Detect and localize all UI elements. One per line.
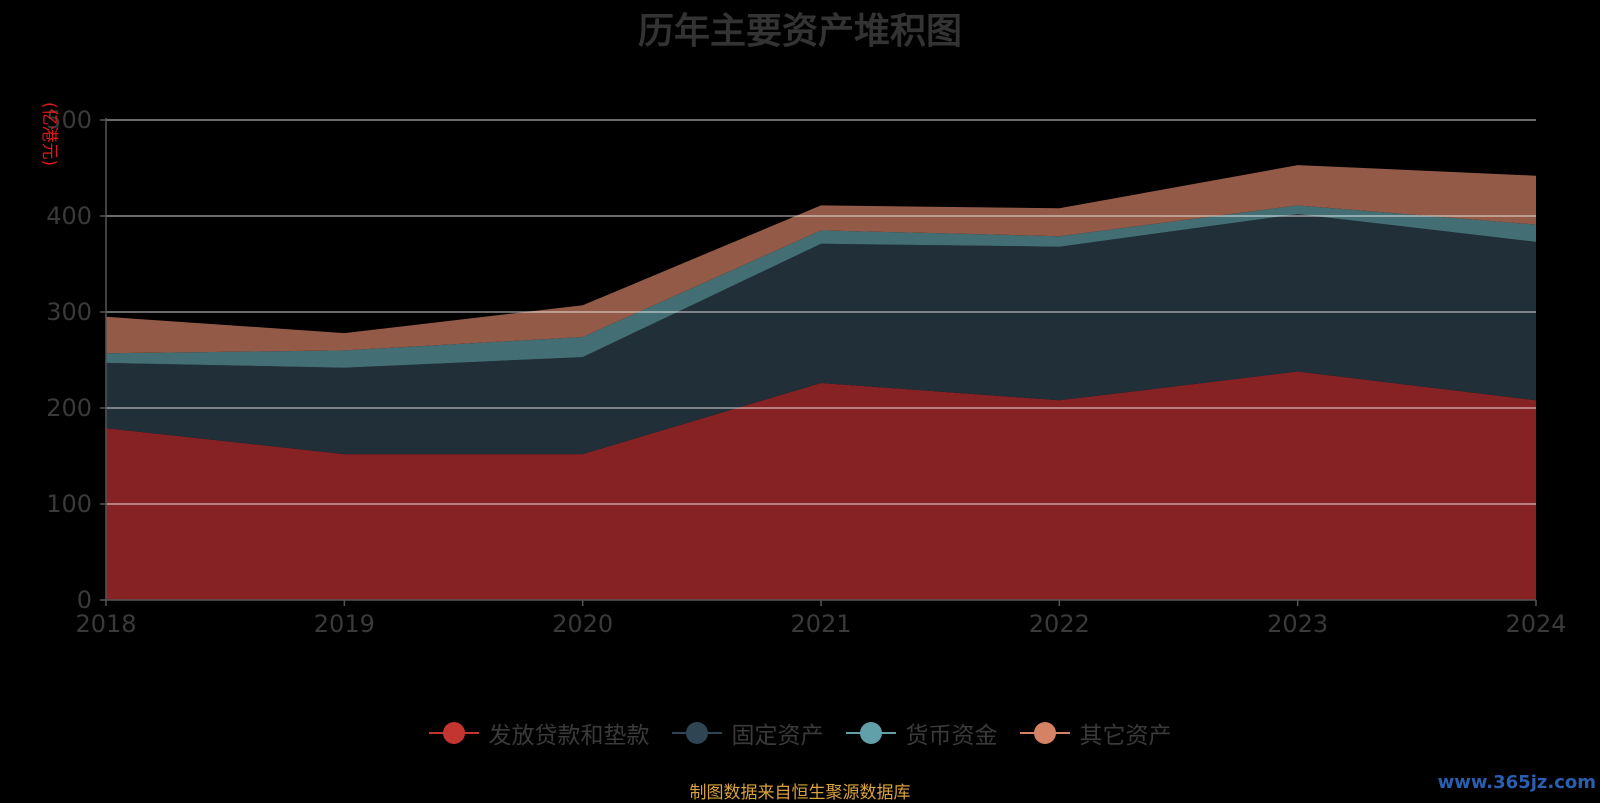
legend-marker-icon: [1019, 721, 1070, 745]
legend-item-2[interactable]: 货币资金: [845, 716, 998, 750]
legend-marker-icon: [428, 721, 479, 745]
watermark: www.365jz.com: [1437, 772, 1596, 793]
source-note: 制图数据来自恒生聚源数据库: [689, 783, 911, 803]
legend-item-0[interactable]: 发放贷款和垫款: [428, 716, 650, 750]
y-tick-label-0: 0: [77, 586, 92, 614]
area-series-2: [106, 205, 1536, 368]
y-tick-label-4: 400: [46, 202, 92, 230]
legend-label: 货币资金: [905, 723, 998, 749]
legend-marker-icon: [845, 721, 896, 745]
area-series-1: [106, 214, 1536, 455]
legend-item-1[interactable]: 固定资产: [671, 716, 824, 750]
x-tick-label-0: 2018: [75, 610, 136, 638]
x-tick-label-4: 2022: [1029, 610, 1090, 638]
y-unit-label: (亿港元): [39, 102, 59, 166]
x-tick-label-3: 2021: [790, 610, 851, 638]
legend-label: 其它资产: [1079, 723, 1172, 749]
y-tick-label-2: 200: [46, 394, 92, 422]
x-tick-label-2: 2020: [552, 610, 613, 638]
legend-item-3[interactable]: 其它资产: [1019, 716, 1172, 750]
area-series-3: [106, 165, 1536, 354]
chart-title: 历年主要资产堆积图: [637, 11, 962, 52]
legend-marker-icon: [671, 721, 722, 745]
x-tick-label-6: 2024: [1505, 610, 1566, 638]
y-tick-label-1: 100: [46, 490, 92, 518]
y-tick-label-5: 500: [46, 106, 92, 134]
x-tick-label-1: 2019: [314, 610, 375, 638]
area-layers: [106, 165, 1536, 600]
axes: 0 100 200 300 400 500 2018 2019 2020 2021 2022 2023…: [46, 106, 1566, 638]
legend-label: 固定资产: [731, 723, 824, 749]
grid-lines: [106, 119, 1536, 505]
legend-label: 发放贷款和垫款: [488, 723, 650, 749]
y-tick-label-3: 300: [46, 298, 92, 326]
legend: 发放贷款和垫款 固定资产 货币资金 其它资产: [0, 716, 1600, 750]
x-tick-label-5: 2023: [1267, 610, 1328, 638]
area-series-0: [106, 371, 1536, 600]
